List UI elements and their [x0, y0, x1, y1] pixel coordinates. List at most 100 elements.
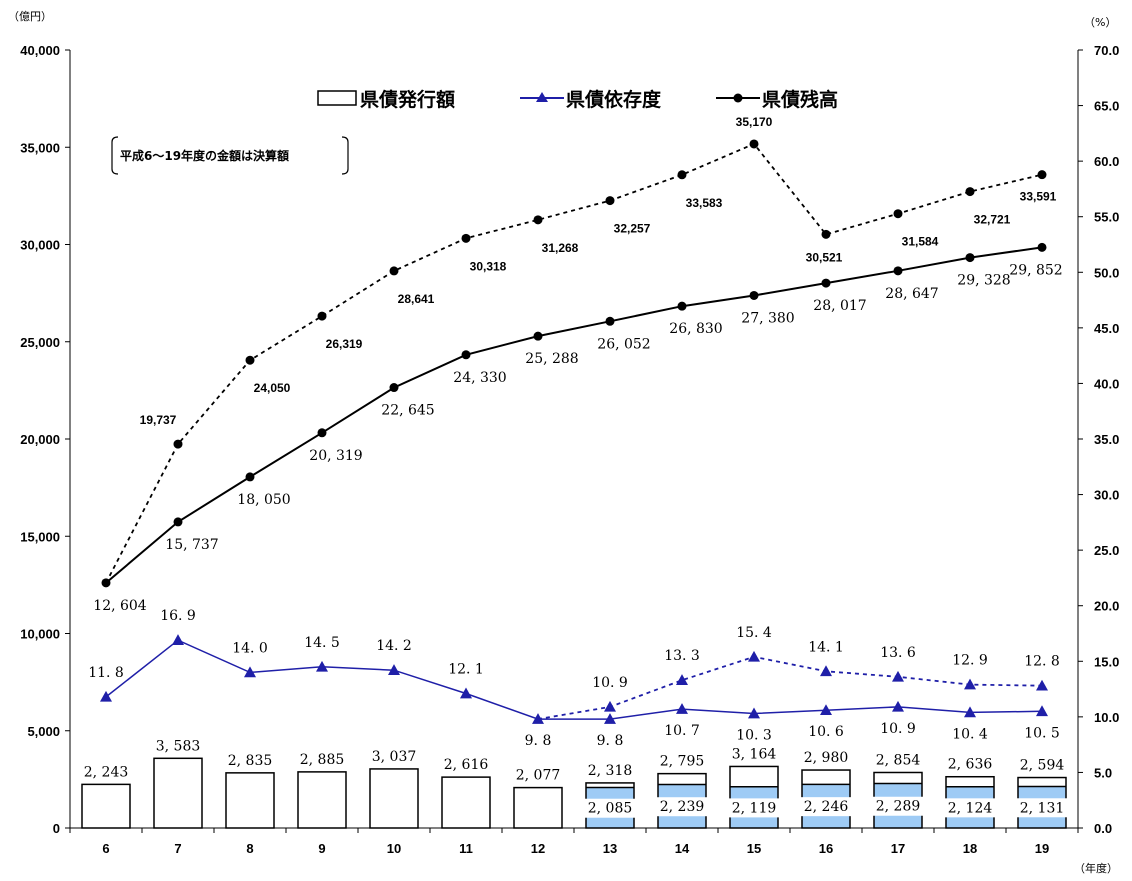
- y-right-tick-label: 30.0: [1094, 488, 1119, 503]
- balance-dotted-value-label: 35,170: [736, 115, 773, 129]
- dependency-value-label: 14. 5: [304, 635, 340, 651]
- x-tick-label: 19: [1035, 841, 1049, 856]
- dependency-point: [748, 707, 760, 719]
- y-right-tick-label: 15.0: [1094, 654, 1119, 669]
- balance-dotted-line: [105, 142, 1043, 584]
- filled-value-label-bg: [583, 798, 637, 818]
- dependency-point: [388, 664, 400, 675]
- legend-dependency-marker: [536, 92, 548, 102]
- dependency-point: [100, 690, 112, 702]
- bar: [369, 768, 419, 829]
- lines-layer: [100, 139, 1048, 724]
- y-right-tick-label: 70.0: [1094, 43, 1119, 58]
- legend-dependency-label: 県債依存度: [566, 88, 662, 111]
- balance-dotted-value-label: 24,050: [254, 381, 291, 395]
- issuance-value-label: 2, 318: [588, 763, 633, 779]
- balance-dotted-point: [173, 439, 183, 449]
- dependency-dotted-point: [676, 674, 688, 685]
- balance-point: [605, 316, 615, 326]
- filled-value-label: 2, 239: [660, 799, 705, 815]
- dependency-value-label: 11. 8: [88, 665, 124, 681]
- issuance-value-label: 3, 037: [372, 749, 417, 765]
- y-right-tick-label: 40.0: [1094, 376, 1119, 391]
- dependency-dotted-value-label: 13. 6: [880, 645, 916, 661]
- dependency-value-label: 10. 4: [952, 726, 988, 742]
- balance-value-label: 26, 052: [597, 336, 650, 352]
- y-left-tick-label: 0: [53, 821, 60, 836]
- x-tick-label: 18: [963, 841, 977, 856]
- balance-point: [389, 383, 399, 393]
- note-bracket-left: [111, 136, 119, 175]
- balance-dotted-point: [605, 196, 615, 206]
- filled-value-label-bg: [799, 797, 853, 817]
- y-left-tick-label: 35,000: [20, 140, 60, 155]
- filled-value-label: 2, 119: [732, 800, 777, 816]
- dependency-dotted-value-label: 14. 1: [808, 639, 844, 655]
- balance-point: [533, 331, 543, 341]
- x-tick-label: 6: [102, 841, 109, 856]
- y-right-tick-label: 0.0: [1094, 821, 1112, 836]
- dependency-dotted-value-label: 13. 3: [664, 648, 700, 664]
- dependency-dotted-value-label: 12. 9: [952, 653, 988, 669]
- issuance-value-label: 3, 164: [732, 746, 777, 762]
- x-tick-label: 17: [891, 841, 905, 856]
- x-tick-label: 7: [174, 841, 181, 856]
- filled-value-label-bg: [943, 798, 997, 818]
- balance-point: [461, 350, 471, 360]
- bar: [297, 771, 347, 829]
- dependency-point: [172, 634, 184, 645]
- right-axis-unit: （%）: [1084, 16, 1116, 29]
- dependency-dotted-point: [820, 665, 832, 677]
- dependency-dotted-value-label: 12. 8: [1024, 654, 1060, 670]
- dependency-point: [892, 700, 904, 712]
- dependency-point: [604, 713, 616, 724]
- y-left-tick-label: 5,000: [27, 724, 60, 739]
- dependency-dotted-point: [1036, 679, 1048, 691]
- bar: [81, 783, 131, 829]
- dependency-value-label: 16. 9: [160, 608, 196, 624]
- dependency-value-label: 10. 9: [880, 721, 916, 737]
- balance-dotted-value-label: 19,737: [140, 413, 177, 427]
- x-tick-label: 14: [675, 841, 690, 856]
- dependency-point: [532, 713, 544, 724]
- dependency-value-label: 10. 5: [1024, 725, 1060, 741]
- balance-point: [821, 278, 831, 288]
- x-tick-label: 13: [603, 841, 617, 856]
- issuance-value-label: 2, 854: [876, 752, 921, 768]
- y-right-tick-label: 60.0: [1094, 154, 1119, 169]
- x-tick-label: 11: [459, 841, 473, 856]
- y-right-tick-label: 25.0: [1094, 543, 1119, 558]
- issuance-value-label: 2, 980: [804, 750, 849, 766]
- balance-dotted-value-label: 31,268: [542, 241, 579, 255]
- balance-value-label: 18, 050: [237, 492, 290, 508]
- x-axis-unit: （年度）: [1074, 861, 1118, 875]
- balance-dotted-point: [749, 139, 759, 149]
- issuance-value-label: 2, 636: [948, 757, 993, 773]
- dependency-dotted-point: [604, 700, 616, 712]
- issuance-value-label: 2, 795: [660, 754, 705, 770]
- bar: [153, 757, 203, 829]
- y-right-tick-label: 45.0: [1094, 321, 1119, 336]
- filled-value-label: 2, 124: [948, 800, 993, 816]
- bar: [513, 786, 563, 829]
- x-tick-label: 8: [246, 841, 253, 856]
- issuance-value-label: 2, 594: [1020, 758, 1065, 774]
- balance-dotted-value-label: 33,583: [686, 196, 723, 210]
- filled-value-label: 2, 289: [876, 799, 921, 815]
- balance-point: [677, 301, 687, 311]
- balance-dotted-value-label: 32,257: [614, 222, 651, 236]
- issuance-value-label: 3, 583: [156, 738, 201, 754]
- balance-point: [749, 290, 759, 300]
- balance-dotted-point: [821, 229, 831, 239]
- left-axis-unit: （億円）: [8, 10, 52, 23]
- balance-dotted-point: [245, 355, 255, 365]
- balance-point: [1037, 242, 1047, 252]
- x-tick-label: 9: [318, 841, 325, 856]
- dependency-point: [676, 703, 688, 714]
- dependency-value-label: 9. 8: [525, 733, 552, 749]
- balance-value-label: 24, 330: [453, 370, 506, 386]
- legend: 県債発行額 県債依存度 県債残高: [317, 88, 838, 111]
